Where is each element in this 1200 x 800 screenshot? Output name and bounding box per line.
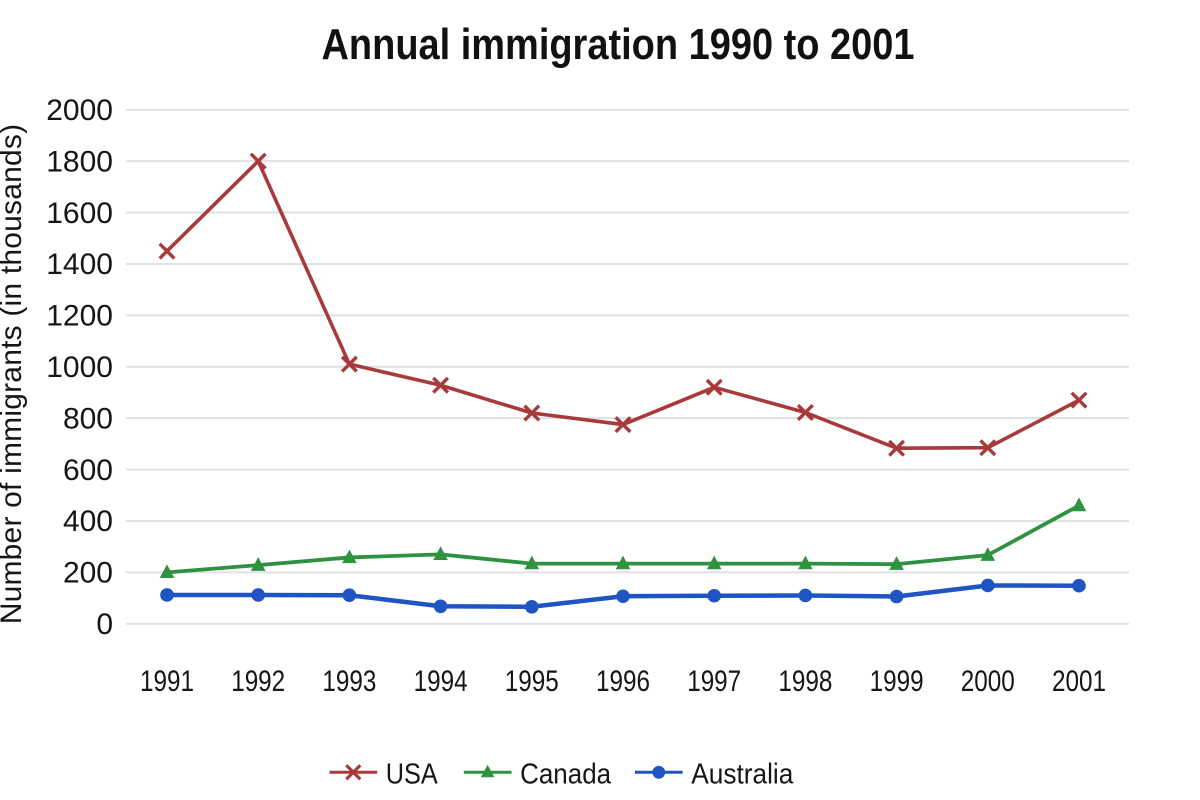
svg-text:Number of immigrants (in thous: Number of immigrants (in thousands)	[0, 124, 28, 625]
svg-text:2000: 2000	[46, 94, 113, 127]
svg-text:2000: 2000	[961, 665, 1015, 698]
svg-text:0: 0	[96, 608, 113, 641]
svg-text:1996: 1996	[596, 665, 650, 698]
svg-text:1999: 1999	[870, 665, 924, 698]
svg-text:1200: 1200	[46, 300, 113, 333]
svg-text:1993: 1993	[322, 665, 376, 698]
svg-text:USA: USA	[386, 758, 439, 790]
svg-text:Canada: Canada	[520, 758, 612, 790]
svg-text:200: 200	[63, 557, 113, 590]
svg-text:Australia: Australia	[691, 758, 794, 790]
svg-text:1600: 1600	[46, 197, 113, 230]
svg-text:600: 600	[63, 454, 113, 487]
svg-text:1400: 1400	[46, 248, 113, 281]
svg-text:1994: 1994	[414, 665, 468, 698]
svg-text:1000: 1000	[46, 351, 113, 384]
svg-text:1800: 1800	[46, 145, 113, 178]
svg-text:1991: 1991	[140, 665, 194, 698]
svg-text:1995: 1995	[505, 665, 559, 698]
svg-text:Annual immigration 1990 to 200: Annual immigration 1990 to 2001	[322, 20, 915, 69]
svg-text:1997: 1997	[687, 665, 741, 698]
svg-text:1998: 1998	[778, 665, 832, 698]
svg-text:400: 400	[63, 505, 113, 538]
svg-text:2001: 2001	[1052, 665, 1106, 698]
svg-text:800: 800	[63, 402, 113, 435]
svg-text:1992: 1992	[231, 665, 285, 698]
